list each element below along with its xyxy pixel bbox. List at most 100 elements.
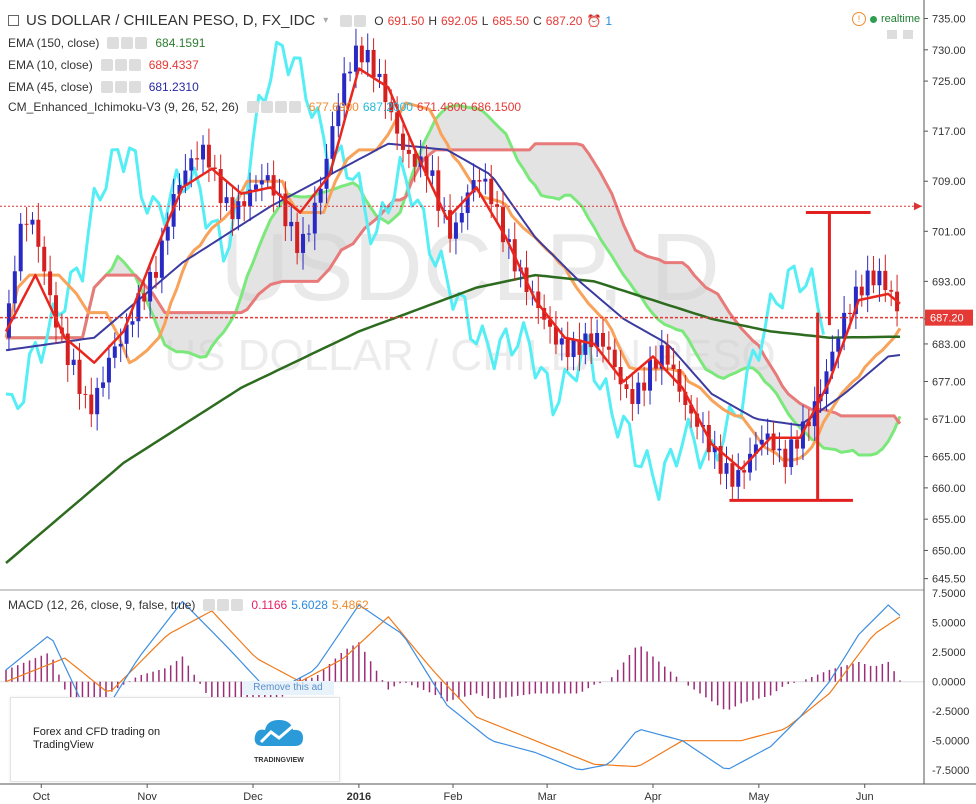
candle-body	[224, 197, 229, 204]
ichimoku-value-4: 686.1500	[470, 100, 522, 114]
legend-ema45[interactable]: EMA (45, close) 681.2310	[8, 80, 199, 94]
candle-body	[665, 345, 670, 365]
candle-body	[589, 333, 594, 348]
candle-body	[577, 339, 582, 355]
close-icon[interactable]	[128, 59, 141, 71]
high-label: H	[428, 13, 437, 28]
legend-ema10[interactable]: EMA (10, close) 689.4337	[8, 58, 199, 72]
minimize-icon[interactable]	[887, 30, 897, 39]
settings-icon[interactable]	[121, 37, 134, 49]
candle-body	[189, 158, 194, 171]
last-price-label: 687.20	[930, 313, 964, 325]
candle-body	[165, 226, 170, 241]
eye-icon[interactable]	[100, 59, 113, 71]
alert-count[interactable]: 1	[605, 13, 613, 28]
candle-body	[412, 153, 417, 167]
settings-icon[interactable]	[114, 59, 127, 71]
candle-body	[683, 391, 688, 405]
dropdown-icon[interactable]: ▾	[323, 15, 329, 26]
close-icon[interactable]	[135, 37, 148, 49]
legend-macd[interactable]: MACD (12, 26, close, 9, false, true) 0.1…	[8, 598, 369, 612]
remove-ad-button[interactable]: Remove this ad	[242, 681, 334, 695]
candle-body	[248, 189, 253, 207]
price-tick-label: 693.00	[932, 276, 966, 288]
ema45-line	[5, 142, 901, 427]
candle-body	[506, 239, 511, 243]
close-icon[interactable]	[274, 101, 287, 113]
candle-body	[406, 149, 411, 154]
alert-icon[interactable]: !	[852, 12, 866, 26]
close-icon[interactable]	[128, 81, 141, 93]
candle-body	[318, 188, 323, 203]
realtime-label: realtime	[881, 13, 921, 25]
candle-body	[748, 453, 753, 473]
candle-body	[53, 295, 58, 328]
candle-body	[130, 321, 135, 325]
last-price-badge	[925, 309, 973, 326]
legend-ema150[interactable]: EMA (150, close) 684.1591	[8, 36, 205, 50]
candle-body	[265, 175, 270, 181]
time-tick-label: Dec	[243, 791, 263, 803]
candle-body	[424, 156, 429, 176]
candle-body	[395, 112, 400, 134]
open-label: O	[374, 13, 384, 28]
candle-body	[595, 332, 600, 348]
candle-body	[806, 421, 811, 427]
candle-body	[18, 223, 23, 272]
close-value: 687.20	[545, 13, 583, 28]
collapse-icon[interactable]	[8, 15, 19, 26]
candle-body	[312, 202, 317, 234]
candle-body	[124, 324, 129, 344]
candle-body	[795, 439, 800, 449]
alarm-clock-icon[interactable]: ⏰	[586, 13, 602, 28]
eye-icon[interactable]	[107, 37, 120, 49]
candle-body	[136, 293, 141, 322]
tradingview-logo[interactable]: TRADINGVIEW	[249, 716, 309, 766]
candle-body	[836, 338, 841, 352]
ema10-label: EMA (10, close)	[8, 58, 93, 72]
eye-icon[interactable]	[246, 101, 259, 113]
maximize-icon[interactable]	[903, 30, 913, 39]
settings-icon[interactable]	[354, 14, 367, 27]
low-label: L	[481, 13, 489, 28]
legend-ichimoku[interactable]: CM_Enhanced_Ichimoku-V3 (9, 26, 52, 26) …	[8, 100, 521, 114]
candle-body	[759, 439, 764, 445]
settings-icon[interactable]	[114, 81, 127, 93]
settings-icon[interactable]	[260, 101, 273, 113]
ichimoku-value-3: 671.4800	[416, 100, 467, 114]
eye-icon[interactable]	[340, 14, 353, 27]
candle-body	[148, 271, 153, 302]
candle-body	[212, 167, 217, 170]
candle-body	[471, 180, 476, 193]
candle-body	[618, 367, 623, 385]
candle-body	[659, 345, 664, 369]
candle-body	[283, 193, 288, 227]
candle-body	[671, 364, 676, 370]
candle-body	[42, 246, 47, 272]
price-tick-label: 730.00	[932, 45, 966, 57]
symbol-title: US DOLLAR / CHILEAN PESO, D, FX_IDC	[26, 12, 316, 29]
candle-body	[253, 184, 258, 190]
ema45-value: 681.2310	[148, 80, 199, 94]
candle-body	[583, 333, 588, 355]
macd-tick-label: -7.5000	[932, 765, 969, 777]
close-icon[interactable]	[231, 599, 244, 611]
ichimoku-value-1: 677.6900	[308, 100, 359, 114]
more-icon[interactable]	[288, 101, 301, 113]
eye-icon[interactable]	[100, 81, 113, 93]
candle-body	[201, 144, 206, 160]
ichimoku-value-2: 687.2000	[362, 100, 413, 114]
candle-body	[95, 387, 100, 415]
eye-icon[interactable]	[203, 599, 216, 611]
time-tick-label: May	[748, 791, 769, 803]
candle-body	[789, 439, 794, 468]
settings-icon[interactable]	[217, 599, 230, 611]
candle-body	[377, 73, 382, 78]
macd-value: 5.6028	[291, 598, 328, 612]
ad-banner[interactable]: Forex and CFD trading on TradingView TRA…	[10, 697, 340, 782]
candle-body	[730, 463, 735, 487]
ad-text: Forex and CFD trading on TradingView	[33, 726, 161, 751]
candle-body	[489, 178, 494, 205]
candle-body	[812, 401, 817, 427]
